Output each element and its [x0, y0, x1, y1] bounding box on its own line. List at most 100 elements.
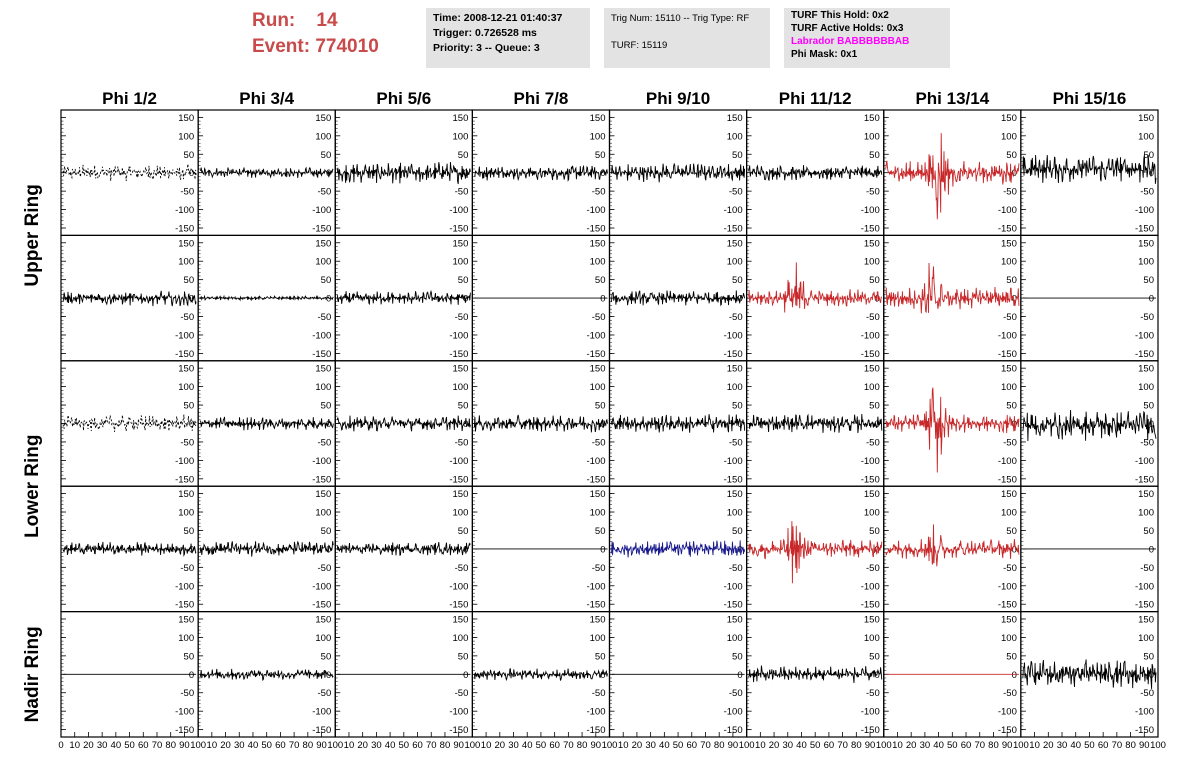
x-tick-label: 80 — [577, 740, 588, 751]
y-tick-label: 150 — [864, 113, 880, 124]
y-tick-label: -50 — [1003, 312, 1017, 323]
x-tick-label: 40 — [522, 740, 533, 751]
waveform-trace — [336, 415, 471, 432]
y-tick-label: 50 — [1143, 526, 1154, 537]
turf-info-box: TURF This Hold: 0x2 TURF Active Holds: 0… — [784, 8, 950, 68]
x-tick-label: 10 — [1029, 740, 1040, 751]
y-tick-label: -150 — [998, 349, 1017, 360]
x-tick-label: 50 — [261, 740, 272, 751]
y-tick-label: 0 — [600, 544, 605, 555]
y-tick-label: 100 — [1001, 257, 1017, 268]
x-tick-label: 80 — [851, 740, 862, 751]
y-tick-label: 150 — [453, 489, 469, 500]
y-tick-label: -100 — [312, 581, 331, 592]
panel-frame — [1020, 109, 1159, 237]
y-tick-label: 150 — [864, 238, 880, 249]
y-tick-label: 100 — [727, 508, 743, 519]
y-tick-label: 100 — [178, 131, 194, 142]
y-tick-label: -100 — [1135, 330, 1154, 341]
x-tick-label: 40 — [796, 740, 807, 751]
x-tick-label: 40 — [248, 740, 259, 751]
x-tick-label: 80 — [1125, 740, 1136, 751]
y-tick-label: -150 — [1135, 474, 1154, 485]
x-tick-label: 20 — [220, 740, 231, 751]
y-tick-label: 100 — [315, 382, 331, 393]
x-tick-label: 80 — [303, 740, 314, 751]
y-tick-label: -100 — [586, 581, 605, 592]
x-tick-label: 80 — [440, 740, 451, 751]
y-tick-label: 0 — [600, 294, 605, 305]
y-tick-label: -150 — [1135, 349, 1154, 360]
y-tick-label: -50 — [592, 437, 606, 448]
y-tick-label: -150 — [1135, 600, 1154, 611]
y-tick-label: 100 — [1138, 382, 1154, 393]
trigger-text: Trigger: 0.726528 ms — [433, 27, 537, 39]
run-event-box: Run: 14 Event: 774010 — [252, 8, 412, 64]
x-tick-label: 10 — [892, 740, 903, 751]
y-tick-label: 150 — [1138, 614, 1154, 625]
y-tick-label: -100 — [175, 456, 194, 467]
x-tick-label: 70 — [837, 740, 848, 751]
x-tick-label: 20 — [769, 740, 780, 751]
x-tick-label: 60 — [412, 740, 423, 751]
time-info-box: Time: 2008-12-21 01:40:37 Trigger: 0.726… — [426, 8, 590, 68]
x-tick-label: 90 — [1139, 740, 1150, 751]
y-tick-label: -50 — [455, 187, 469, 198]
y-tick-label: -100 — [586, 330, 605, 341]
x-tick-label: 40 — [385, 740, 396, 751]
y-tick-label: -150 — [1135, 725, 1154, 736]
y-tick-label: 150 — [1001, 614, 1017, 625]
y-tick-label: -100 — [724, 330, 743, 341]
y-tick-label: 0 — [1149, 544, 1154, 555]
y-tick-label: 100 — [1001, 131, 1017, 142]
y-tick-label: 50 — [458, 401, 469, 412]
y-tick-label: -50 — [180, 187, 194, 198]
y-tick-label: -50 — [729, 688, 743, 699]
y-tick-label: -150 — [861, 349, 880, 360]
x-tick-label: 40 — [111, 740, 122, 751]
panel-frame — [60, 109, 199, 237]
x-tick-label: 50 — [399, 740, 410, 751]
waveform-trace — [199, 540, 334, 557]
y-tick-label: 150 — [453, 113, 469, 124]
x-tick-label: 20 — [83, 740, 94, 751]
y-tick-label: 150 — [1001, 364, 1017, 375]
y-tick-label: -150 — [861, 474, 880, 485]
y-tick-label: -50 — [1140, 563, 1154, 574]
y-tick-label: 50 — [732, 275, 743, 286]
y-tick-label: 100 — [453, 382, 469, 393]
y-tick-label: -50 — [1140, 688, 1154, 699]
y-tick-label: 150 — [178, 489, 194, 500]
y-tick-label: -50 — [1140, 437, 1154, 448]
y-tick-label: -50 — [729, 437, 743, 448]
y-tick-label: 150 — [1138, 113, 1154, 124]
y-tick-label: 150 — [1138, 238, 1154, 249]
waveform-trace — [611, 162, 746, 183]
y-tick-label: -50 — [180, 437, 194, 448]
y-tick-label: -50 — [729, 563, 743, 574]
y-tick-label: -150 — [724, 725, 743, 736]
y-tick-label: 50 — [184, 526, 195, 537]
trig-text: Trig Num: 15110 -- Trig Type: RF — [611, 13, 750, 24]
y-tick-label: -150 — [586, 725, 605, 736]
y-tick-label: 0 — [326, 294, 331, 305]
column-label: Phi 13/14 — [915, 89, 989, 108]
y-tick-label: 150 — [727, 364, 743, 375]
x-tick-label: 80 — [165, 740, 176, 751]
y-tick-label: -50 — [180, 312, 194, 323]
y-tick-label: -100 — [586, 456, 605, 467]
y-tick-label: 150 — [864, 614, 880, 625]
y-tick-label: 100 — [590, 382, 606, 393]
waveform-trace — [199, 166, 334, 179]
y-tick-label: -100 — [861, 330, 880, 341]
y-tick-label: -100 — [724, 456, 743, 467]
y-tick-label: 50 — [1143, 651, 1154, 662]
y-tick-label: 0 — [1012, 670, 1017, 681]
y-tick-label: 50 — [595, 526, 606, 537]
y-tick-label: 100 — [1138, 131, 1154, 142]
x-tick-label: 30 — [1057, 740, 1068, 751]
x-tick-label: 50 — [1084, 740, 1095, 751]
x-tick-label: 80 — [714, 740, 725, 751]
y-tick-label: 50 — [1006, 651, 1017, 662]
